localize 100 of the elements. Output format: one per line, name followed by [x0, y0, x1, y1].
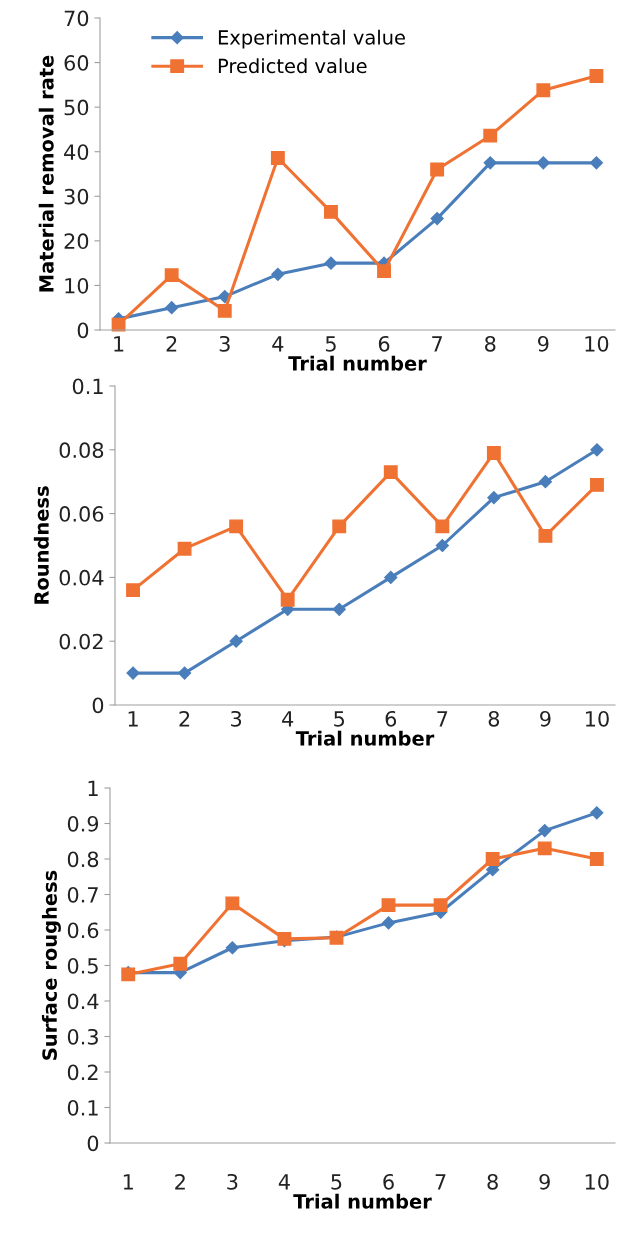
- x-tick-label: 5: [325, 336, 336, 352]
- point: [225, 896, 240, 911]
- y-tick-label: 0.1: [67, 1099, 98, 1116]
- point: [324, 256, 338, 270]
- point: [164, 268, 179, 283]
- point: [324, 204, 338, 219]
- point: [381, 898, 396, 913]
- y-tick-label: 0.02: [59, 633, 103, 650]
- point: [165, 301, 179, 315]
- x-axis-title: Trial number: [288, 355, 427, 371]
- point: [590, 477, 604, 492]
- point: [590, 806, 604, 820]
- x-tick-label: 1: [123, 1174, 133, 1190]
- x-tick-label: 8: [488, 710, 500, 727]
- y-tick-label: 0.5: [67, 957, 98, 974]
- x-tick-label: 4: [278, 1174, 290, 1190]
- point: [536, 83, 551, 98]
- point: [229, 519, 244, 534]
- legend-label: Experimental value: [218, 29, 405, 49]
- y-tick-label: 0.04: [59, 569, 104, 586]
- y-tick-label: 20: [64, 233, 89, 250]
- point: [430, 211, 444, 226]
- point: [173, 956, 188, 971]
- point: [435, 538, 449, 553]
- y-tick-label: 0.6: [67, 922, 99, 939]
- x-tick-label: 2: [166, 335, 177, 352]
- y-tick-label: 1: [88, 780, 98, 796]
- x-tick-label: 7: [435, 1174, 446, 1190]
- y-tick-label: 0.4: [67, 993, 99, 1010]
- y-tick-label: 0: [77, 322, 89, 339]
- point: [177, 541, 192, 556]
- y-tick-label: 50: [64, 99, 89, 116]
- x-tick-label: 10: [585, 1173, 609, 1190]
- point: [126, 666, 140, 680]
- point: [538, 475, 553, 489]
- x-tick-label: 9: [540, 710, 551, 727]
- legend-label: Predicted value: [218, 58, 367, 74]
- y-tick-label: 0.7: [67, 886, 98, 903]
- x-tick-label: 6: [378, 335, 390, 352]
- x-tick-label: 2: [179, 710, 190, 727]
- y-tick-label: 0.08: [59, 442, 104, 459]
- x-tick-label: 4: [282, 711, 294, 727]
- x-tick-label: 9: [539, 1173, 550, 1190]
- y-tick-label: 0.2: [67, 1064, 98, 1081]
- point: [430, 162, 445, 177]
- x-tick-label: 5: [334, 711, 345, 727]
- y-tick-label: 0.9: [67, 815, 99, 832]
- x-tick-label: 5: [331, 1174, 342, 1190]
- point: [590, 443, 604, 457]
- x-axis-title: Trial number: [293, 1193, 432, 1209]
- y-tick-label: 0.1: [72, 378, 103, 395]
- x-tick-label: 10: [585, 710, 609, 727]
- y-tick-label: 70: [64, 10, 89, 27]
- point: [332, 602, 346, 616]
- x-tick-label: 8: [487, 1173, 498, 1190]
- x-tick-label: 2: [175, 1173, 185, 1190]
- x-tick-label: 7: [432, 336, 442, 352]
- x-axis-title: Trial number: [295, 730, 435, 746]
- y-tick-label: 0: [87, 1135, 99, 1152]
- point: [537, 841, 552, 856]
- point: [433, 898, 448, 913]
- point: [483, 156, 497, 170]
- point: [435, 519, 450, 534]
- point: [384, 570, 398, 584]
- y-tick-label: 60: [64, 55, 89, 71]
- point: [485, 852, 500, 866]
- x-tick-label: 7: [437, 711, 448, 727]
- point: [377, 264, 391, 279]
- x-tick-label: 10: [585, 335, 609, 352]
- x-tick-label: 8: [485, 335, 496, 352]
- y-tick-label: 30: [64, 188, 89, 205]
- x-tick-label: 4: [272, 336, 284, 352]
- x-tick-label: 9: [538, 335, 549, 352]
- x-tick-label: 3: [227, 1173, 238, 1190]
- point: [225, 941, 239, 955]
- point: [589, 852, 604, 866]
- x-tick-label: 3: [231, 710, 242, 727]
- point: [538, 824, 552, 838]
- point: [332, 519, 347, 534]
- point: [271, 267, 285, 281]
- point: [280, 592, 295, 607]
- y-tick-label: 10: [65, 277, 89, 294]
- point: [536, 156, 550, 170]
- y-tick-label: 40: [64, 144, 89, 160]
- point: [589, 68, 604, 83]
- point: [270, 151, 285, 165]
- y-tick-label: 0: [92, 697, 104, 714]
- y-axis-title: Material removal rate: [38, 55, 54, 292]
- y-axis-title: Surface roughess: [41, 870, 61, 1060]
- point: [126, 583, 140, 598]
- x-tick-label: 1: [114, 336, 124, 352]
- y-tick-label: 0.06: [59, 506, 104, 522]
- point: [538, 528, 553, 543]
- x-tick-label: 1: [128, 711, 138, 727]
- x-tick-label: 3: [219, 335, 230, 352]
- point: [589, 156, 604, 170]
- point: [217, 303, 232, 318]
- x-tick-label: 6: [383, 1173, 394, 1190]
- point: [486, 446, 501, 460]
- point: [383, 465, 398, 480]
